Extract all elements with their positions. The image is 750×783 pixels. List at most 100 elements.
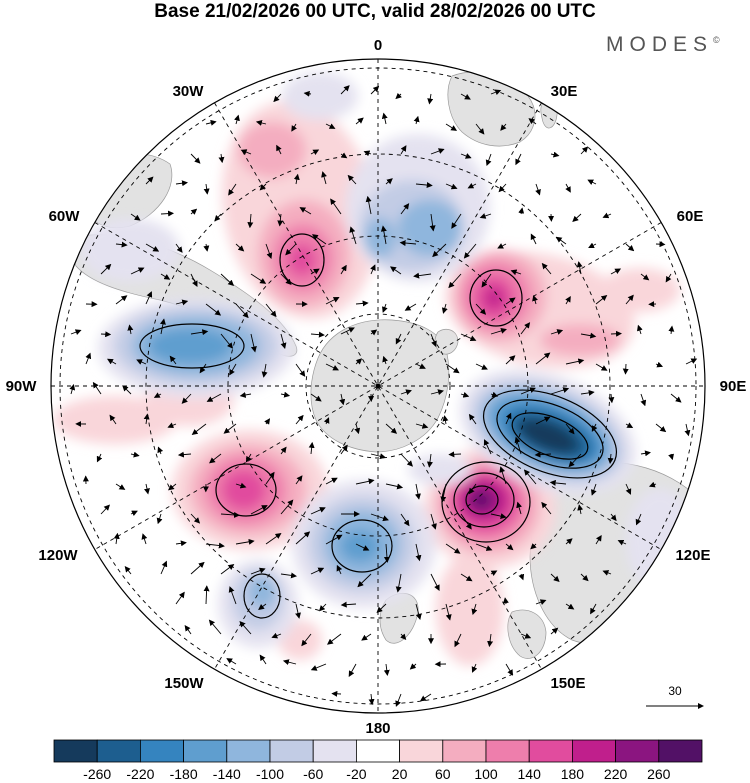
wind-vector-arrow [175, 299, 189, 306]
wind-vector-arrow [208, 619, 222, 635]
wind-vector-arrow [303, 90, 312, 97]
colorbar-tick-label: -220 [126, 766, 154, 782]
wind-vector-arrow [92, 381, 102, 395]
map-border [50, 58, 706, 714]
wind-vector-arrow [190, 561, 205, 575]
wind-vector-arrow [555, 236, 567, 245]
wind-vector-arrow [340, 327, 355, 335]
wind-vector-arrow [100, 504, 110, 515]
wind-vector-arrow [577, 504, 584, 515]
wind-vector-arrow [409, 663, 417, 670]
wind-vector-arrow [295, 475, 303, 485]
wind-vector-arrow [622, 363, 629, 375]
wind-vector-arrow [277, 213, 284, 227]
wind-vector-arrow [130, 213, 141, 221]
wind-vector-arrow [354, 423, 361, 435]
wind-vector-arrow [487, 633, 494, 648]
wind-vector-arrow [340, 85, 350, 95]
wind-vector-arrow [122, 385, 132, 395]
lon-label-120e: 120E [675, 547, 710, 564]
wind-vector-arrow [625, 294, 634, 305]
land-kerguelen [434, 328, 459, 355]
wind-vector-arrow [69, 383, 76, 395]
wind-vector-arrow [550, 627, 559, 635]
wind-vector-arrow [608, 393, 615, 404]
wind-vector-arrow [355, 117, 364, 125]
colorbar-swatch [658, 739, 703, 763]
wind-vector-arrow [400, 513, 410, 527]
anomaly-negative-80w [98, 298, 294, 398]
wind-vector-arrow [115, 295, 128, 305]
wind-vector-arrow [395, 573, 402, 593]
colorbar-swatch [485, 739, 530, 763]
wind-vector-arrow [520, 633, 532, 639]
colorbar-tick-label: 220 [604, 766, 628, 782]
wind-vector-arrow [490, 513, 507, 520]
wind-vector-arrow [395, 92, 402, 100]
wind-vector-arrow [535, 183, 541, 196]
wind-vector-arrow [670, 393, 682, 403]
colorbar-swatch [96, 739, 141, 763]
colorbar-tick-label: 180 [561, 766, 585, 782]
lon-label-60e: 60E [677, 208, 704, 225]
wind-vector-arrow [665, 273, 672, 283]
wind-vector-arrow [595, 534, 602, 545]
wind-vector-arrow [355, 300, 369, 307]
wind-vector-arrow [419, 693, 432, 702]
wind-vector-arrow [505, 297, 516, 305]
wind-vector-arrow [205, 303, 222, 316]
wind-vector-arrow [490, 327, 507, 335]
wind-vector-arrow [280, 273, 292, 286]
wind-vector-arrow [395, 693, 402, 707]
colorbar-tick-label: -140 [213, 766, 241, 782]
wind-vector-arrow [235, 482, 247, 489]
wind-vector-arrow [572, 213, 582, 222]
wind-vector-arrow [414, 483, 421, 500]
wind-vector-arrow [363, 150, 372, 157]
wind-vector-arrow [415, 543, 422, 562]
wind-vector-arrow [365, 195, 372, 215]
colorbar-tick-label: 100 [474, 766, 498, 782]
wind-vector-arrow [271, 632, 282, 639]
colorbar: -260 -220 -180 -140 -100 -60 -20 20 60 100 140 180 2… [53, 739, 703, 782]
wind-vector-arrow [220, 333, 234, 349]
wind-vector-arrow [184, 624, 192, 635]
reference-vector: 30 [646, 684, 704, 709]
wind-vector-arrow [250, 505, 268, 515]
wind-vector-arrow [445, 603, 452, 621]
wind-vector-arrow [109, 414, 117, 425]
wind-vector-arrow [565, 603, 575, 610]
wind-vector-arrow [168, 483, 177, 491]
wind-vector-arrow [655, 423, 667, 433]
wind-vector-arrow [160, 210, 175, 217]
wind-vector-arrow [355, 543, 370, 551]
wind-vector-arrow [518, 573, 525, 581]
wind-vector-arrow [430, 389, 444, 396]
wind-vector-arrow [625, 483, 632, 495]
wind-vector-arrow [323, 417, 330, 425]
wind-vector-arrow [541, 501, 552, 515]
wind-vector-arrow [400, 633, 407, 641]
wind-vector-arrow [157, 446, 164, 455]
wind-vector-arrow [595, 294, 608, 305]
wind-vector-arrow [530, 233, 537, 245]
meridian-60e-120w [94, 222, 662, 550]
wind-vector-arrow [454, 633, 462, 648]
wind-vector-arrow [445, 123, 458, 131]
wind-vector-arrow [255, 120, 267, 126]
wind-vector-arrow [265, 471, 275, 485]
wind-vector-arrow [355, 478, 375, 485]
wind-vector-arrow [535, 416, 551, 425]
wind-vector-arrow [273, 93, 282, 103]
wind-vector-arrow [220, 511, 240, 518]
wind-vector-arrow [85, 352, 92, 365]
wind-vector-arrow [510, 269, 522, 276]
wind-vector-arrow [293, 173, 300, 185]
brand-mark: © [713, 35, 720, 45]
wind-vector-arrow [413, 272, 432, 279]
wind-vector-arrow [247, 213, 254, 229]
wind-vector-arrow [590, 603, 597, 615]
colorbar-swatch [572, 739, 617, 763]
wind-vector-arrow [239, 391, 252, 398]
wind-vector-arrow [280, 333, 287, 349]
